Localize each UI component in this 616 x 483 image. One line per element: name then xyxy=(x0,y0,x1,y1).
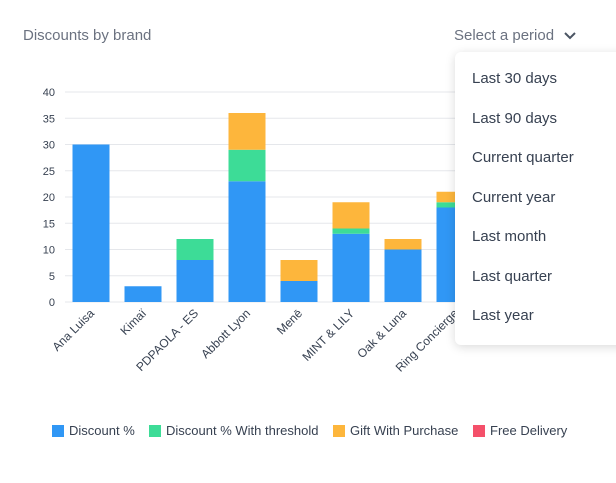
menu-item[interactable]: Last 30 days xyxy=(472,70,558,87)
bar-segment xyxy=(228,149,266,182)
x-tick-label: Menē xyxy=(274,306,305,337)
y-tick-label: 30 xyxy=(43,140,55,152)
x-tick-label: Kimaï xyxy=(118,306,150,338)
x-tick-label: Abbott Lyon xyxy=(198,306,253,361)
menu-item[interactable]: Last 90 days xyxy=(472,109,558,127)
legend-label: Gift With Purchase xyxy=(350,423,458,438)
legend-item: Discount % With threshold xyxy=(149,423,318,438)
bar-segment xyxy=(228,181,266,302)
y-tick-label: 25 xyxy=(43,166,55,178)
period-menu: Last 30 days Last 90 days Current quarter C… xyxy=(455,52,616,345)
menu-item[interactable]: Last year xyxy=(472,307,534,324)
y-tick-label: 5 xyxy=(49,271,55,283)
x-tick-label: Ana Luisa xyxy=(49,306,97,354)
bar-segment xyxy=(280,260,318,281)
bar-segment xyxy=(176,260,214,302)
legend-swatch xyxy=(52,425,64,437)
bar-segment xyxy=(384,239,422,250)
x-tick-label: Oak & Luna xyxy=(354,306,409,361)
y-tick-label: 20 xyxy=(43,192,55,204)
bar-segment xyxy=(332,233,370,302)
legend-label: Free Delivery xyxy=(490,423,568,438)
legend-item: Free Delivery xyxy=(473,423,568,438)
bar-segment xyxy=(384,249,422,302)
legend-swatch xyxy=(149,425,161,437)
legend-label: Discount % xyxy=(69,423,135,438)
bar-segment xyxy=(176,239,214,260)
y-tick-label: 35 xyxy=(43,113,55,125)
y-tick-label: 40 xyxy=(43,87,55,99)
bar-segment xyxy=(124,286,162,302)
legend-swatch xyxy=(473,425,485,437)
legend-item: Discount % xyxy=(52,423,135,438)
x-tick-label: MINT & LILY xyxy=(299,306,357,364)
y-tick-label: 0 xyxy=(49,297,55,309)
menu-item[interactable]: Current quarter xyxy=(472,149,574,166)
legend-swatch xyxy=(333,425,345,437)
legend-label: Discount % With threshold xyxy=(166,423,318,438)
y-tick-label: 15 xyxy=(43,218,55,230)
period-select-label[interactable]: Select a period xyxy=(454,27,555,44)
bar-segment xyxy=(228,113,266,150)
menu-item[interactable]: Last month xyxy=(472,228,547,245)
bar-segment xyxy=(280,281,318,302)
menu-item[interactable]: Current year xyxy=(472,188,556,206)
bar-segment xyxy=(332,228,370,234)
period-select[interactable]: Select a period xyxy=(454,27,576,44)
chevron-icon[interactable] xyxy=(564,31,576,40)
bar-segment xyxy=(72,144,110,302)
legend-item: Gift With Purchase xyxy=(333,423,458,438)
y-tick-label: 10 xyxy=(43,245,55,257)
chart-title: Discounts by brand xyxy=(23,27,152,44)
bar-segment xyxy=(332,202,370,229)
menu-item[interactable]: Last quarter xyxy=(472,267,553,285)
